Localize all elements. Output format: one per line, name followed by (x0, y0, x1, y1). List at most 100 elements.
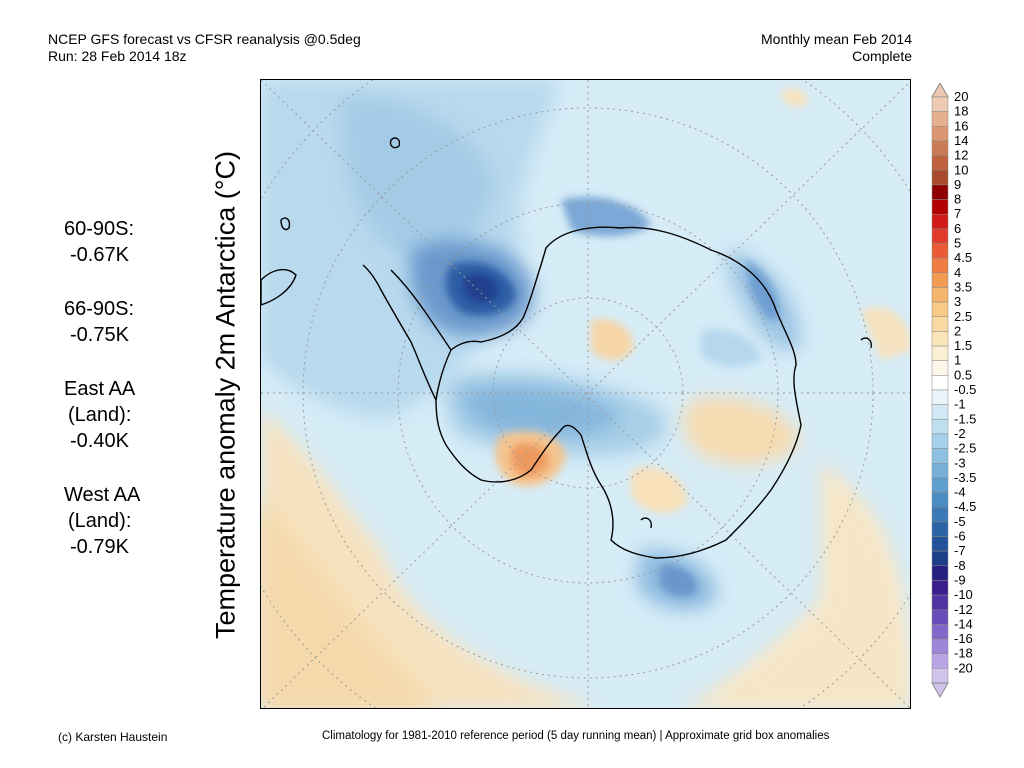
colorbar-tick-label: -5 (954, 514, 966, 529)
colorbar-tick-label: 16 (954, 118, 968, 133)
colorbar-swatch (931, 96, 949, 112)
stat-block-east-aa: East AA (Land): -0.40K (64, 376, 140, 454)
anomaly-field (261, 80, 910, 708)
stat-value: -0.75K (70, 324, 129, 346)
colorbar-tick-label: -4 (954, 485, 966, 500)
y-axis-label: Temperature anomaly 2m Antarctica (°C) (210, 151, 241, 639)
status-label: Complete (852, 48, 912, 64)
header-right: Monthly mean Feb 2014 Complete (761, 31, 912, 65)
colorbar-tick-label: 9 (954, 177, 961, 192)
colorbar-tick-label: -16 (954, 631, 973, 646)
colorbar-swatch (931, 316, 949, 332)
colorbar-swatch (931, 170, 949, 186)
stat-block-66-90s: 66-90S: -0.75K (64, 296, 140, 348)
colorbar-swatch (931, 624, 949, 640)
colorbar-swatch (931, 521, 949, 537)
colorbar-swatch (931, 345, 949, 361)
climatology-note: Climatology for 1981-2010 reference peri… (322, 730, 830, 742)
colorbar-tick-label: -1 (954, 397, 966, 412)
colorbar-tick-label: 3 (954, 294, 961, 309)
colorbar-swatch (931, 155, 949, 171)
colorbar-tick-label: 1 (954, 353, 961, 368)
colorbar-tick-label: -0.5 (954, 382, 976, 397)
colorbar-swatch (931, 360, 949, 376)
colorbar-tick-label: -1.5 (954, 411, 976, 426)
colorbar-tick-label: 6 (954, 221, 961, 236)
period-label: Monthly mean Feb 2014 (761, 31, 912, 47)
colorbar-swatch (931, 594, 949, 610)
colorbar-tick-label: 4 (954, 265, 961, 280)
graticule (261, 80, 910, 708)
colorbar-tick-label: 5 (954, 236, 961, 251)
colorbar-swatch (931, 404, 949, 420)
colorbar-tick-label: -4.5 (954, 499, 976, 514)
colorbar-swatch (931, 668, 949, 684)
colorbar-swatch (931, 492, 949, 508)
stat-region: West AA (64, 484, 141, 506)
colorbar-swatch (931, 375, 949, 391)
map-canvas (261, 80, 910, 708)
colorbar-swatch (931, 565, 949, 581)
colorbar-tick-label: -10 (954, 587, 973, 602)
colorbar-tick-label: 7 (954, 206, 961, 221)
colorbar-tick-label: 0.5 (954, 367, 972, 382)
colorbar-swatch (931, 653, 949, 669)
colorbar-tick-label: -20 (954, 660, 973, 675)
colorbar-swatch (931, 331, 949, 347)
colorbar-swatch (931, 506, 949, 523)
colorbar-tick-label: 14 (954, 133, 968, 148)
colorbar-swatch (931, 243, 949, 259)
colorbar-tick-label: -6 (954, 529, 966, 544)
colorbar-min-arrow (931, 682, 949, 699)
colorbar-swatch (931, 126, 949, 142)
colorbar-swatch (931, 301, 949, 318)
colorbar-swatch (931, 272, 949, 288)
colorbar-tick-label: -2 (954, 426, 966, 441)
colorbar-tick-label: 10 (954, 162, 968, 177)
colorbar-tick-label: -7 (954, 543, 966, 558)
colorbar-swatch (931, 111, 949, 127)
colorbar-tick-label: -14 (954, 616, 973, 631)
colorbar-swatch (931, 140, 949, 156)
colorbar-swatch (931, 184, 949, 200)
colorbar-tick-label: 3.5 (954, 279, 972, 294)
colorbar-swatch (931, 638, 949, 654)
colorbar-tick-label: 12 (954, 148, 968, 163)
colorbar-tick-label: 2 (954, 323, 961, 338)
colorbar-swatch (931, 448, 949, 464)
stat-region: East AA (64, 378, 136, 400)
colorbar-swatch (931, 433, 949, 449)
colorbar-swatch (931, 536, 949, 552)
colorbar-max-arrow (931, 83, 949, 98)
colorbar-swatch (931, 463, 949, 479)
colorbar-tick-label: -12 (954, 602, 973, 617)
stat-region: 66-90S: (64, 298, 135, 320)
colorbar-swatch (931, 287, 949, 303)
colorbar-swatch (931, 199, 949, 215)
colorbar-swatch (931, 419, 949, 435)
run-time: Run: 28 Feb 2014 18z (48, 48, 187, 64)
colorbar-swatch (931, 213, 949, 230)
colorbar-swatch (931, 257, 949, 274)
forecast-title: NCEP GFS forecast vs CFSR reanalysis @0.… (48, 31, 361, 47)
colorbar-tick-label: -2.5 (954, 441, 976, 456)
colorbar-tick-label: -3.5 (954, 470, 976, 485)
region-stats: 60-90S: -0.67K 66-90S: -0.75K East AA (L… (64, 216, 140, 588)
colorbar-tick-label: -18 (954, 646, 973, 661)
colorbar-swatch (931, 228, 949, 244)
stat-value: -0.40K (70, 430, 129, 452)
colorbar-tick-label: 20 (954, 89, 968, 104)
stat-value: -0.67K (70, 244, 129, 266)
colorbar-tick-label: 8 (954, 192, 961, 207)
antarctica-coastline (261, 137, 873, 559)
anomaly-map (260, 79, 911, 709)
header-left: NCEP GFS forecast vs CFSR reanalysis @0.… (48, 31, 361, 65)
colorbar-tick-label: -8 (954, 558, 966, 573)
stat-region-sub: (Land): (68, 510, 132, 532)
colorbar-tick-label: 4.5 (954, 250, 972, 265)
colorbar-tick-label: 1.5 (954, 338, 972, 353)
colorbar-tick-label: 2.5 (954, 309, 972, 324)
stat-region: 60-90S: (64, 218, 135, 240)
colorbar-swatch (931, 550, 949, 567)
colorbar-swatch (931, 580, 949, 596)
